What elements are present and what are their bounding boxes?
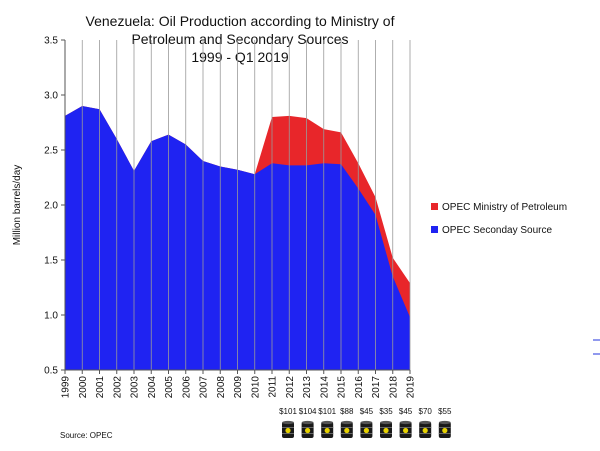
oil-barrel-icon [340, 420, 353, 438]
y-tick-label: 1.5 [44, 256, 58, 267]
oil-barrel-icon [438, 420, 451, 438]
x-tick-label: 2018 [388, 376, 399, 399]
x-tick-label: 2006 [181, 376, 192, 399]
oil-price-label: $45 [399, 407, 413, 416]
oil-barrels [282, 420, 451, 438]
x-tick-label: 2017 [371, 376, 382, 399]
x-tick-label: 2005 [164, 376, 175, 399]
chart-title-line-1: Venezuela: Oil Production according to M… [86, 13, 395, 29]
x-tick-label: 2009 [233, 376, 244, 399]
oil-barrel-icon [321, 420, 334, 438]
legend-label-secondary: OPEC Seconday Source [442, 225, 552, 236]
oil-price-label: $104 [299, 407, 317, 416]
y-tick-label: 1.0 [44, 311, 58, 322]
oil-price-label: $55 [438, 407, 452, 416]
chart-title: Venezuela: Oil Production according to M… [86, 13, 395, 65]
x-axis-ticks: 1999 2000 2001 2002 2003 2004 2005 2006 2007 2008… [61, 370, 417, 398]
oil-barrel-icon [380, 420, 392, 438]
y-tick-label: 3.5 [44, 36, 58, 47]
x-tick-label: 2003 [130, 376, 141, 399]
gridlines [81, 40, 411, 370]
x-tick-label: 2001 [95, 376, 106, 399]
oil-price-label: $88 [340, 407, 354, 416]
x-tick-label: 2007 [199, 376, 210, 399]
y-tick-label: 2.5 [44, 146, 58, 157]
oil-price-label: $101 [279, 407, 297, 416]
x-tick-label: 1999 [61, 376, 72, 399]
oil-price-label: $101 [318, 407, 336, 416]
legend-swatch-secondary [431, 226, 438, 233]
legend: OPEC Ministry of Petroleum OPEC Seconday… [431, 202, 567, 236]
x-tick-label: 2004 [147, 376, 158, 399]
decorative-dashes [593, 339, 600, 355]
oil-price-label: $45 [360, 407, 374, 416]
oil-barrel-icon [301, 420, 314, 438]
x-tick-label: 2012 [285, 376, 296, 399]
x-tick-label: 2016 [354, 376, 365, 399]
x-tick-label: 2014 [319, 376, 330, 399]
legend-label-ministry: OPEC Ministry of Petroleum [442, 202, 567, 213]
y-axis-label: Million barrels/day [12, 165, 23, 246]
x-tick-label: 2000 [78, 376, 89, 399]
x-tick-label: 2011 [268, 376, 279, 398]
x-tick-label: 2013 [302, 376, 313, 399]
x-tick-label: 2019 [406, 376, 417, 399]
chart-title-line-2: Petroleum and Secondary Sources [131, 31, 348, 47]
oil-barrel-icon [282, 420, 294, 438]
oil-prices: $101 $104 $101 $88 $45 $35 $45 $70 $55 [279, 407, 452, 416]
x-tick-label: 2002 [112, 376, 123, 399]
oil-price-label: $35 [379, 407, 393, 416]
y-tick-label: 2.0 [44, 201, 58, 212]
legend-swatch-ministry [431, 203, 438, 210]
x-tick-label: 2008 [216, 376, 227, 399]
source-note: Source: OPEC [60, 431, 113, 440]
y-axis-ticks: 0.5 1.0 1.5 2.0 2.5 3.0 3.5 [44, 36, 65, 377]
chart-title-line-3: 1999 - Q1 2019 [191, 49, 289, 65]
oil-barrel-icon [360, 420, 373, 438]
x-tick-label: 2015 [337, 376, 348, 399]
y-tick-label: 3.0 [44, 91, 58, 102]
oil-barrel-icon [419, 420, 432, 438]
oil-barrel-icon [399, 420, 412, 438]
x-tick-label: 2010 [250, 376, 261, 399]
y-tick-label: 0.5 [44, 366, 58, 377]
oil-price-label: $70 [419, 407, 433, 416]
